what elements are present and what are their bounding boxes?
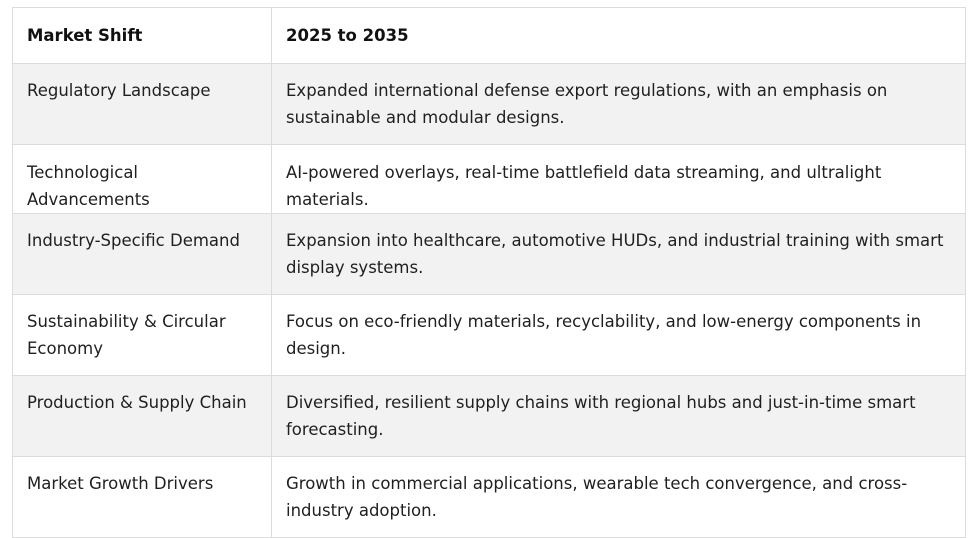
row-label: Production & Supply Chain [12,375,272,457]
row-label: Industry-Specific Demand [12,213,272,295]
table-row: Sustainability & Circular Economy Focus … [12,294,966,376]
row-label: Sustainability & Circular Economy [12,294,272,376]
header-market-shift: Market Shift [12,7,272,64]
market-shift-table: Market Shift 2025 to 2035 Regulatory Lan… [12,7,966,538]
table-row: Market Growth Drivers Growth in commerci… [12,456,966,538]
row-description: Diversified, resilient supply chains wit… [271,375,966,457]
row-description: Expanded international defense export re… [271,63,966,145]
table-row: Technological Advancements AI-powered ov… [12,144,966,214]
market-shift-table-container: Market Shift 2025 to 2035 Regulatory Lan… [12,7,966,538]
table-row: Regulatory Landscape Expanded internatio… [12,63,966,145]
table-row: Industry-Specific Demand Expansion into … [12,213,966,295]
row-description: Focus on eco-friendly materials, recycla… [271,294,966,376]
row-label: Technological Advancements [12,144,272,214]
table-row: Production & Supply Chain Diversified, r… [12,375,966,457]
row-description: Growth in commercial applications, weara… [271,456,966,538]
table-header-row: Market Shift 2025 to 2035 [12,7,966,64]
row-label: Market Growth Drivers [12,456,272,538]
row-label: Regulatory Landscape [12,63,272,145]
row-description: AI-powered overlays, real-time battlefie… [271,144,966,214]
row-description: Expansion into healthcare, automotive HU… [271,213,966,295]
header-2025-to-2035: 2025 to 2035 [271,7,966,64]
